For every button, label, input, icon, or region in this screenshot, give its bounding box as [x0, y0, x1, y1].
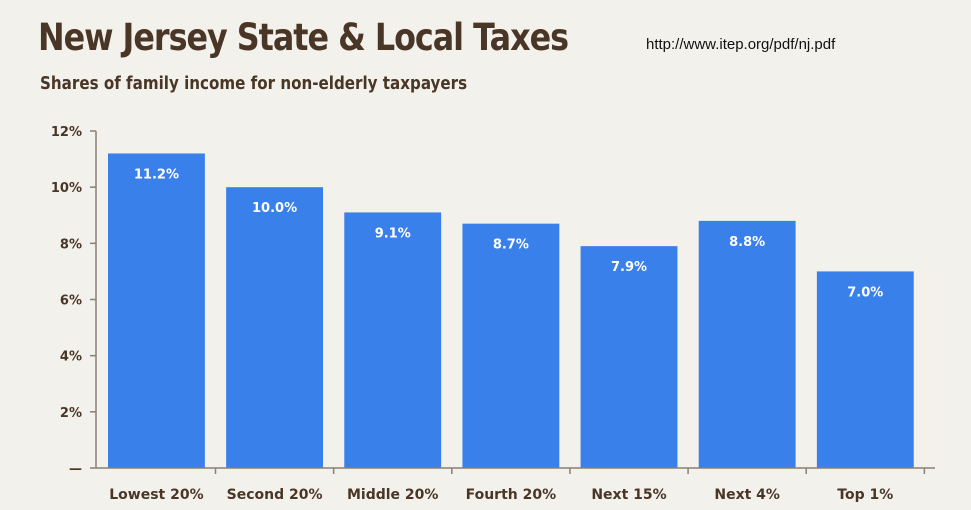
x-tick-label: Next 4%: [714, 487, 780, 503]
y-tick-label: 6%: [60, 294, 82, 309]
bars: 11.2% 10.0% 9.1% 8.7% 7.9% 8.8% 7.0%: [108, 153, 914, 468]
data-label: 11.2%: [134, 167, 179, 182]
bar: [698, 220, 796, 468]
data-label: 10.0%: [252, 201, 297, 216]
chart-subtitle: Shares of family income for non-elderly …: [40, 73, 468, 94]
y-axis: — 2% 4% 6% 8% 10% 12%: [51, 125, 97, 477]
bar: [462, 223, 560, 468]
x-tick-label: Top 1%: [837, 487, 893, 503]
data-label: 7.0%: [847, 285, 883, 300]
x-axis: Lowest 20% Second 20% Middle 20% Fourth 20%…: [96, 467, 935, 503]
source-url: http://www.itep.org/pdf/nj.pdf: [646, 36, 836, 53]
bar: [108, 153, 205, 468]
y-tick-label: 10%: [51, 181, 82, 196]
x-tick-label: Second 20%: [227, 487, 323, 503]
x-tick-label: Lowest 20%: [109, 487, 203, 503]
data-label: 7.9%: [611, 260, 647, 275]
y-tick-label: 2%: [60, 406, 82, 421]
bar: [580, 246, 678, 468]
y-tick-label: 4%: [60, 350, 82, 365]
x-tick-label: Fourth 20%: [466, 487, 557, 503]
y-tick-label: —: [69, 462, 82, 477]
data-label: 8.7%: [493, 238, 529, 253]
y-tick-label: 8%: [60, 237, 82, 252]
y-tick-label: 12%: [51, 125, 82, 140]
chart-title: New Jersey State & Local Taxes: [38, 16, 569, 59]
data-label: 9.1%: [375, 226, 411, 241]
x-tick-label: Middle 20%: [347, 487, 438, 503]
data-label: 8.8%: [729, 235, 765, 250]
x-tick-label: Next 15%: [591, 487, 666, 503]
bar: [226, 187, 324, 468]
bar: [344, 212, 442, 468]
bar: [816, 271, 914, 468]
